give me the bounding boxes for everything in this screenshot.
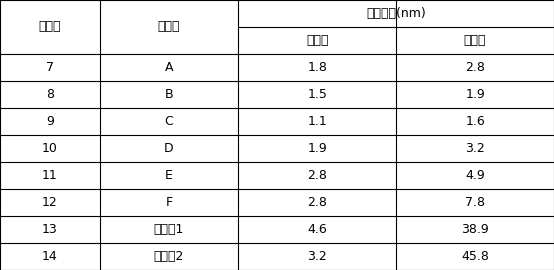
Text: 2.8: 2.8 — [307, 169, 327, 182]
Text: 对比例2: 对比例2 — [154, 250, 184, 263]
Text: 3.2: 3.2 — [307, 250, 327, 263]
Text: 1.1: 1.1 — [307, 115, 327, 128]
Text: 对比例1: 对比例1 — [154, 223, 184, 236]
Text: 2.8: 2.8 — [307, 196, 327, 209]
Text: 实施例: 实施例 — [39, 21, 61, 33]
Text: 8: 8 — [46, 88, 54, 101]
Text: 催化剂: 催化剂 — [158, 21, 180, 33]
Text: 7: 7 — [46, 61, 54, 74]
Text: 14: 14 — [42, 250, 58, 263]
Text: F: F — [166, 196, 172, 209]
Text: 1.9: 1.9 — [465, 88, 485, 101]
Text: D: D — [164, 142, 174, 155]
Text: 金属粒子(nm): 金属粒子(nm) — [366, 7, 426, 20]
Text: 4.6: 4.6 — [307, 223, 327, 236]
Text: 7.8: 7.8 — [465, 196, 485, 209]
Text: 12: 12 — [42, 196, 58, 209]
Text: 1.5: 1.5 — [307, 88, 327, 101]
Text: 3.2: 3.2 — [465, 142, 485, 155]
Text: 10: 10 — [42, 142, 58, 155]
Text: E: E — [165, 169, 173, 182]
Text: 45.8: 45.8 — [461, 250, 489, 263]
Text: 处理后: 处理后 — [464, 34, 486, 47]
Text: 处理前: 处理前 — [306, 34, 329, 47]
Text: B: B — [165, 88, 173, 101]
Text: 13: 13 — [42, 223, 58, 236]
Text: C: C — [165, 115, 173, 128]
Text: A: A — [165, 61, 173, 74]
Text: 38.9: 38.9 — [461, 223, 489, 236]
Text: 9: 9 — [46, 115, 54, 128]
Text: 1.8: 1.8 — [307, 61, 327, 74]
Text: 11: 11 — [42, 169, 58, 182]
Text: 4.9: 4.9 — [465, 169, 485, 182]
Text: 2.8: 2.8 — [465, 61, 485, 74]
Text: 1.6: 1.6 — [465, 115, 485, 128]
Text: 1.9: 1.9 — [307, 142, 327, 155]
